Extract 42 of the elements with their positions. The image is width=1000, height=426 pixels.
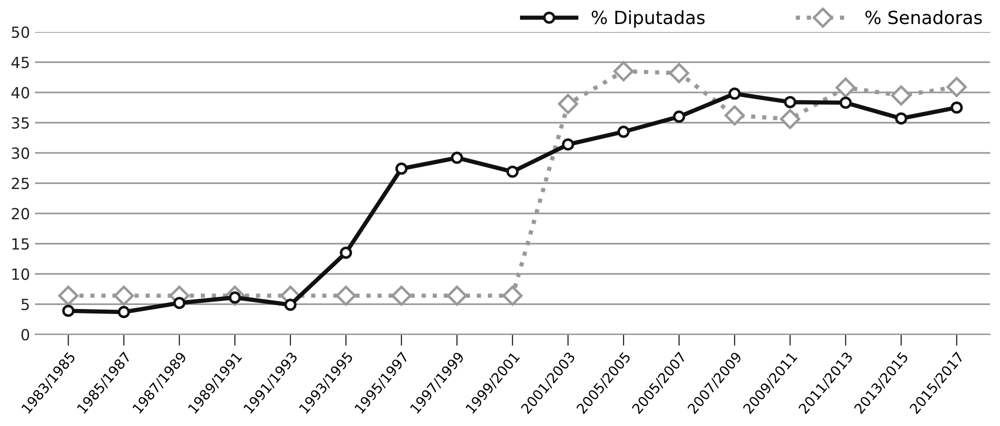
point <box>946 76 967 98</box>
y-tick-label: 40 <box>11 86 30 98</box>
legend-label: % Diputadas <box>592 10 705 28</box>
point <box>724 105 745 126</box>
y-tick-label: 5 <box>22 298 29 310</box>
y-tick-label: 10 <box>12 268 30 280</box>
y-tick-label: 45 <box>11 56 29 68</box>
point <box>668 62 690 84</box>
point <box>840 96 852 109</box>
point <box>950 101 963 114</box>
point <box>340 246 352 259</box>
y-tick-label: 25 <box>12 178 29 190</box>
y-tick-label: 15 <box>12 238 29 250</box>
y-tick-label: 20 <box>12 208 30 220</box>
point <box>895 112 908 125</box>
point <box>446 286 468 306</box>
point <box>562 138 574 151</box>
point <box>780 108 800 130</box>
point <box>395 162 408 175</box>
point <box>836 78 856 98</box>
point <box>613 61 634 82</box>
point <box>62 304 74 317</box>
point <box>558 94 578 114</box>
y-tick-label: 0 <box>21 328 30 340</box>
point <box>391 286 412 306</box>
point <box>672 110 686 123</box>
point <box>617 126 630 138</box>
legend-label: % Senadoras <box>865 10 982 24</box>
point <box>728 88 741 100</box>
point <box>784 96 796 108</box>
y-tick-label: 50 <box>12 26 30 38</box>
point <box>284 298 297 311</box>
y-tick-label: 35 <box>12 117 29 129</box>
point <box>502 286 523 306</box>
point <box>450 152 464 164</box>
point <box>891 85 912 106</box>
y-tick-label: 30 <box>12 147 30 159</box>
point <box>114 286 134 306</box>
point <box>336 286 356 306</box>
point <box>118 306 130 318</box>
point <box>506 166 519 178</box>
point <box>173 296 186 310</box>
